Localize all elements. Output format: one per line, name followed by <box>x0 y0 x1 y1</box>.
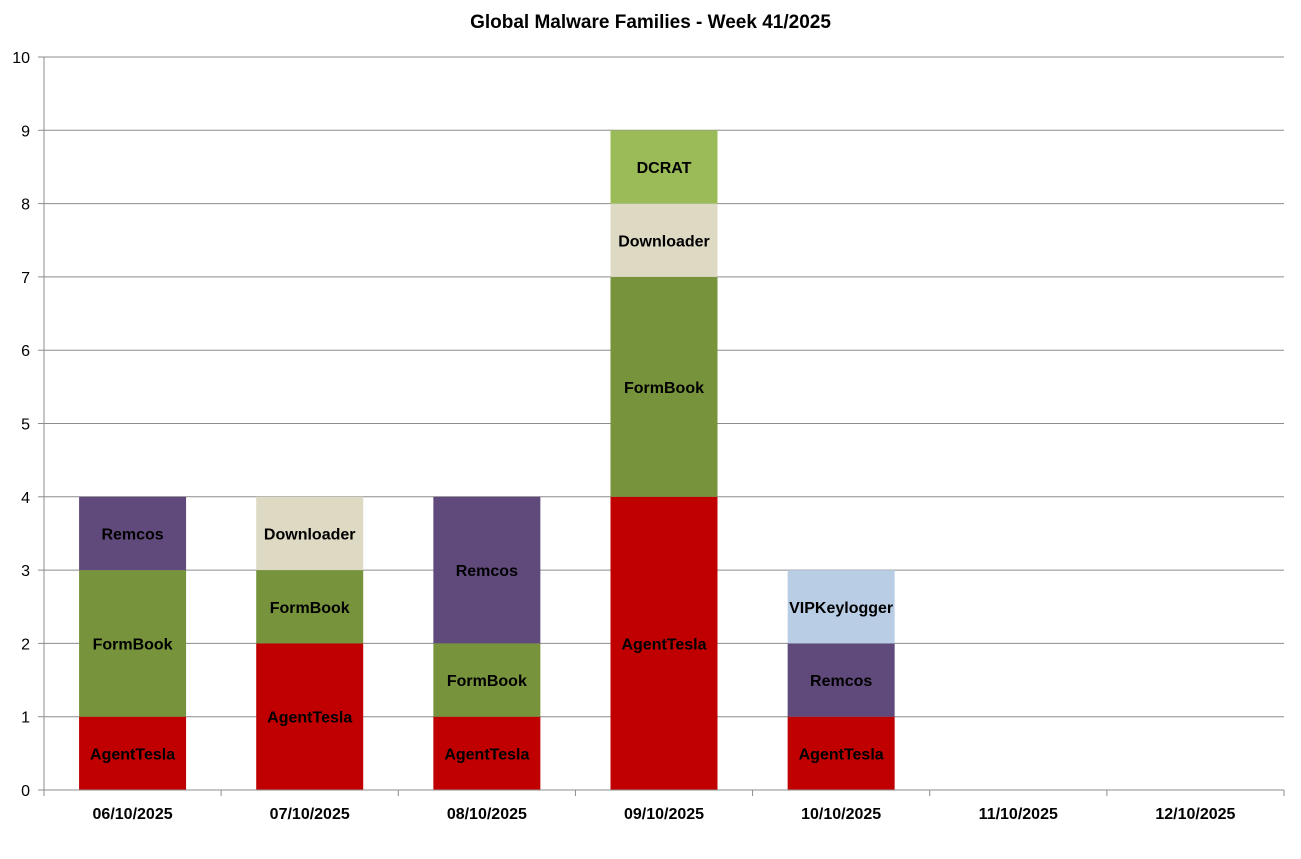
bar-segment <box>256 496 364 571</box>
bar-segment <box>256 643 364 790</box>
y-tick-label: 3 <box>21 563 30 580</box>
bar-segment <box>610 496 718 790</box>
data-label: Downloader <box>618 233 710 250</box>
data-label: FormBook <box>447 673 527 690</box>
chart-title: Global Malware Families - Week 41/2025 <box>470 12 831 33</box>
bar-segment <box>79 570 187 717</box>
data-label: Downloader <box>264 526 356 543</box>
bar-segment <box>787 643 895 717</box>
data-label: AgentTesla <box>90 746 175 763</box>
y-tick-label: 4 <box>21 490 30 507</box>
bar-segment <box>610 203 718 277</box>
bar-segment <box>787 716 895 790</box>
bar-segment <box>433 643 541 717</box>
x-tick-label: 12/10/2025 <box>1155 806 1235 823</box>
data-label: AgentTesla <box>444 746 529 763</box>
x-tick-label: 09/10/2025 <box>624 806 704 823</box>
data-label: VIPKeylogger <box>789 600 893 617</box>
data-label: FormBook <box>624 380 704 397</box>
data-label: AgentTesla <box>267 710 352 727</box>
y-tick-label: 8 <box>21 197 30 214</box>
data-label: Remcos <box>456 563 518 580</box>
data-label: FormBook <box>270 600 350 617</box>
data-label: DCRAT <box>637 160 692 177</box>
bar-segment <box>79 716 187 790</box>
y-tick-label: 0 <box>21 783 30 800</box>
y-tick-label: 7 <box>21 270 30 287</box>
bar-segment <box>610 130 718 204</box>
x-tick-label: 11/10/2025 <box>979 806 1058 823</box>
data-label: Remcos <box>101 526 163 543</box>
bar-segment <box>256 570 364 644</box>
x-tick-label: 08/10/2025 <box>447 806 527 823</box>
bar-segment <box>610 276 718 497</box>
data-label: Remcos <box>810 673 872 690</box>
y-tick-label: 2 <box>21 636 30 653</box>
x-tick-label: 10/10/2025 <box>801 806 881 823</box>
bar-segment <box>433 496 541 644</box>
data-label: AgentTesla <box>799 746 884 763</box>
y-tick-label: 6 <box>21 343 30 360</box>
x-tick-label: 06/10/2025 <box>93 806 173 823</box>
y-tick-label: 1 <box>21 710 30 727</box>
data-label: AgentTesla <box>621 636 706 653</box>
y-tick-label: 9 <box>21 123 30 140</box>
y-tick-label: 5 <box>21 417 30 434</box>
bar-segment <box>433 716 541 790</box>
bar-segment <box>787 570 895 644</box>
bar-segment <box>79 496 187 571</box>
y-tick-label: 10 <box>12 50 30 67</box>
x-tick-label: 07/10/2025 <box>270 806 350 823</box>
data-label: FormBook <box>93 636 173 653</box>
